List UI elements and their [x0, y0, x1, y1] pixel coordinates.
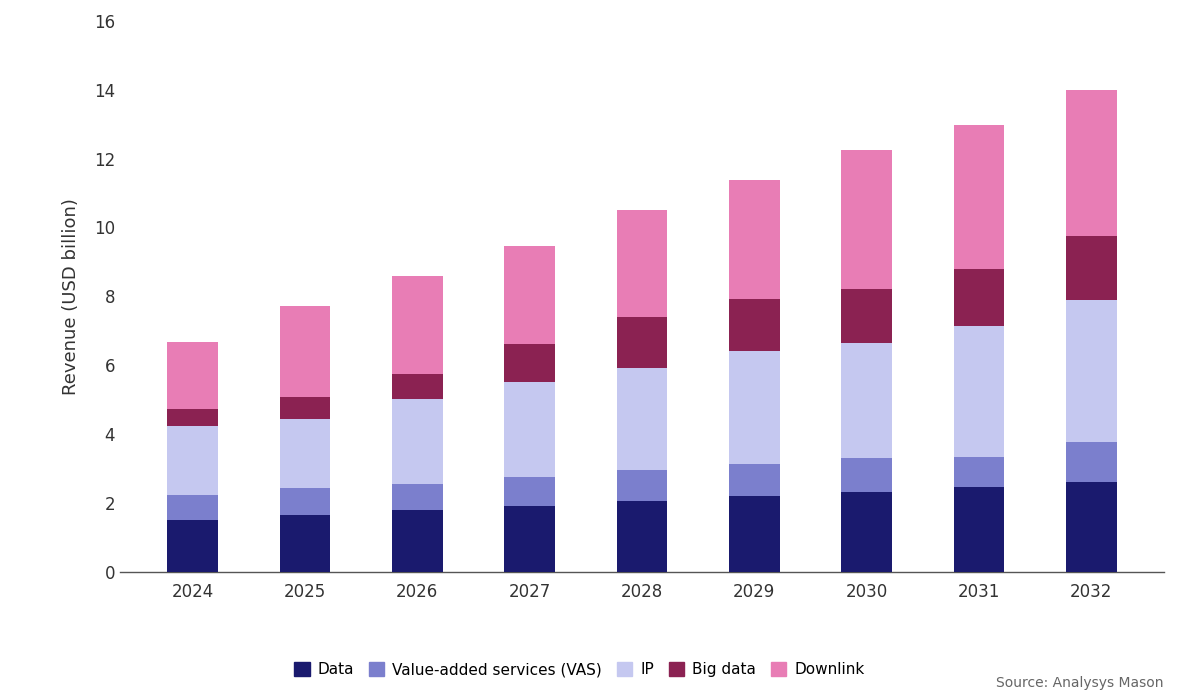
Bar [841, 492, 892, 572]
Bar [730, 496, 780, 572]
Bar [730, 299, 780, 351]
Bar [392, 399, 443, 484]
Bar [280, 419, 330, 488]
Bar [168, 427, 218, 495]
Bar [1066, 443, 1116, 482]
Bar [392, 510, 443, 572]
Bar [392, 275, 443, 374]
Bar [954, 487, 1004, 572]
Bar [954, 269, 1004, 326]
Bar [617, 210, 667, 317]
Bar [504, 506, 554, 572]
Bar [392, 374, 443, 399]
Bar [504, 382, 554, 477]
Bar [168, 520, 218, 572]
Bar [1066, 236, 1116, 300]
Bar [617, 317, 667, 369]
Bar [617, 501, 667, 572]
Bar [504, 477, 554, 506]
Bar [280, 488, 330, 515]
Bar [617, 470, 667, 501]
Bar [504, 246, 554, 344]
Bar [1066, 90, 1116, 236]
Legend: Data, Value-added services (VAS), IP, Big data, Downlink: Data, Value-added services (VAS), IP, Bi… [288, 657, 870, 684]
Bar [168, 495, 218, 520]
Bar [168, 409, 218, 427]
Bar [168, 342, 218, 409]
Bar [954, 326, 1004, 457]
Bar [730, 464, 780, 496]
Text: Source: Analysys Mason: Source: Analysys Mason [996, 676, 1164, 690]
Bar [730, 181, 780, 299]
Bar [280, 515, 330, 572]
Bar [841, 150, 892, 289]
Bar [1066, 300, 1116, 443]
Y-axis label: Revenue (USD billion): Revenue (USD billion) [62, 198, 80, 395]
Bar [954, 125, 1004, 269]
Bar [841, 289, 892, 343]
Bar [617, 369, 667, 470]
Bar [730, 351, 780, 464]
Bar [841, 458, 892, 492]
Bar [280, 305, 330, 397]
Bar [280, 397, 330, 419]
Bar [504, 344, 554, 382]
Bar [954, 457, 1004, 487]
Bar [392, 484, 443, 510]
Bar [1066, 482, 1116, 572]
Bar [841, 343, 892, 458]
